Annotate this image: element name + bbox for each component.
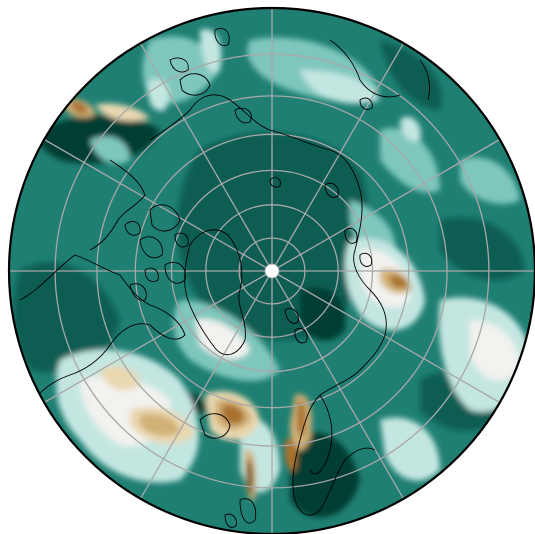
- coastline-island: [149, 204, 181, 232]
- meridian-line: [276, 273, 505, 406]
- field-patch: [284, 439, 298, 471]
- coastline-island: [234, 107, 252, 124]
- coastline-island: [139, 236, 163, 259]
- field-patch: [95, 103, 150, 122]
- coastline-ireland: [224, 513, 237, 528]
- meridian-line: [137, 38, 270, 267]
- coastline-new-siberian-islands: [324, 182, 339, 198]
- meridian-line: [137, 275, 270, 504]
- coastline-severnaya-zemlya: [344, 227, 358, 244]
- coastline-kamchatka: [179, 73, 211, 96]
- coastline-svalbard: [284, 307, 299, 324]
- field-patch: [380, 128, 440, 193]
- graticule-lines: [9, 8, 535, 534]
- coastline-greenland: [184, 229, 246, 356]
- field-patch: [148, 79, 170, 111]
- coastline-east-asia: [329, 39, 401, 98]
- coastline-alaska: [89, 159, 146, 251]
- coastline-island: [294, 327, 308, 344]
- map-boundary: [7, 6, 535, 534]
- field-patch: [290, 432, 360, 518]
- meridian-line: [276, 136, 505, 269]
- field-patch: [460, 157, 520, 204]
- field-patch: [300, 70, 380, 104]
- field-patch: [13, 262, 120, 373]
- coastline-britain: [239, 498, 257, 524]
- field-patch: [380, 417, 440, 481]
- north-pole-marker: [264, 263, 280, 279]
- field-patch: [140, 413, 180, 436]
- meridian-line: [39, 273, 268, 406]
- coastline-island: [129, 283, 147, 301]
- field-patch: [100, 365, 140, 390]
- field-patch: [400, 116, 421, 142]
- coastline-island: [144, 267, 159, 282]
- coastline-central-asia: [419, 59, 431, 101]
- coastline-island: [124, 221, 141, 236]
- meridian-line: [39, 136, 268, 269]
- field-patch: [222, 404, 245, 425]
- coastline-novaya-zemlya: [359, 252, 373, 267]
- coastline-island: [164, 261, 186, 284]
- field-patch: [70, 101, 88, 114]
- coastline-iceland: [199, 413, 231, 439]
- coastline-north-america: [19, 254, 186, 406]
- field-patch: [470, 320, 520, 381]
- coastline-island: [269, 177, 281, 188]
- coastline-island: [174, 232, 189, 248]
- coastline-island: [169, 57, 189, 73]
- field-patch: [90, 136, 130, 164]
- field-patch: [390, 274, 408, 289]
- coastline-lake: [359, 97, 373, 111]
- coastline-japan: [214, 28, 230, 47]
- coastline-eurasia: [149, 94, 387, 441]
- coastline-baltic: [309, 394, 333, 475]
- coastline-scandinavia: [292, 439, 376, 516]
- field-patch: [440, 217, 525, 281]
- meridian-line: [274, 275, 407, 504]
- meridian-line: [274, 38, 407, 267]
- coastlines: [19, 28, 431, 528]
